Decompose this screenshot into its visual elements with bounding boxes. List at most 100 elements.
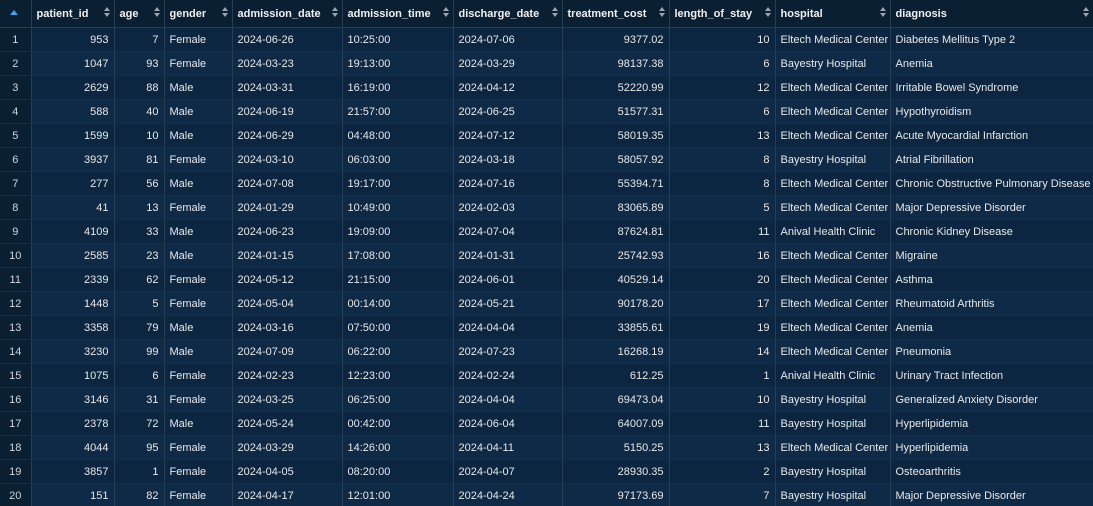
cell-gender: Male: [164, 339, 233, 364]
cell-hospital: Eltech Medical Center: [775, 123, 891, 148]
cell-gender: Male: [164, 123, 233, 148]
table-row[interactable]: 18 4044 95 Female 2024-03-29 14:26:00 2024-04-…: [0, 435, 1093, 460]
table-row[interactable]: 7 277 56 Male 2024-07-08 19:17:00 2024-07-16 55…: [0, 171, 1093, 196]
cell-treatment-cost: 90178.20: [562, 291, 670, 316]
cell-diagnosis: Rheumatoid Arthritis: [890, 291, 1093, 316]
sort-arrows-icon[interactable]: [153, 7, 160, 19]
column-header-gender[interactable]: gender: [164, 0, 233, 28]
table-row[interactable]: 20 151 82 Female 2024-04-17 12:01:00 2024-04-2…: [0, 483, 1093, 506]
column-header-admission-date[interactable]: admission_date: [232, 0, 343, 28]
table-row[interactable]: 1 953 7 Female 2024-06-26 10:25:00 2024-07-06 9…: [0, 27, 1093, 52]
cell-admission-time: 00:42:00: [342, 411, 454, 436]
table-row[interactable]: 11 2339 62 Female 2024-05-12 21:15:00 2024-06-…: [0, 267, 1093, 292]
cell-treatment-cost: 5150.25: [562, 435, 670, 460]
cell-hospital: Eltech Medical Center: [775, 171, 891, 196]
table-row[interactable]: 14 3230 99 Male 2024-07-09 06:22:00 2024-07-23…: [0, 339, 1093, 364]
cell-treatment-cost: 33855.61: [562, 315, 670, 340]
sort-arrows-icon[interactable]: [331, 7, 338, 19]
cell-hospital: Bayestry Hospital: [775, 459, 891, 484]
column-header-diagnosis[interactable]: diagnosis: [890, 0, 1093, 28]
cell-diagnosis: Migraine: [890, 243, 1093, 268]
cell-diagnosis: Pneumonia: [890, 339, 1093, 364]
table-row[interactable]: 16 3146 31 Female 2024-03-25 06:25:00 2024-04-…: [0, 387, 1093, 412]
sort-arrows-icon[interactable]: [658, 7, 665, 19]
cell-patient-id: 2339: [31, 267, 115, 292]
column-header-age[interactable]: age: [114, 0, 165, 28]
table-row[interactable]: 10 2585 23 Male 2024-01-15 17:08:00 2024-01-31…: [0, 243, 1093, 268]
cell-patient-id: 3857: [31, 459, 115, 484]
row-number: 14: [0, 339, 32, 364]
row-number: 13: [0, 315, 32, 340]
rownum-header[interactable]: [0, 0, 32, 28]
table-row[interactable]: 19 3857 1 Female 2024-04-05 08:20:00 2024-04-0…: [0, 459, 1093, 484]
column-header-length-of-stay[interactable]: length_of_stay: [669, 0, 776, 28]
table-row[interactable]: 5 1599 10 Male 2024-06-29 04:48:00 2024-07-12 5…: [0, 123, 1093, 148]
cell-length-of-stay: 11: [669, 411, 776, 436]
cell-discharge-date: 2024-07-16: [453, 171, 563, 196]
cell-age: 7: [114, 27, 165, 52]
cell-age: 56: [114, 171, 165, 196]
cell-admission-date: 2024-03-23: [232, 51, 343, 76]
cell-age: 10: [114, 123, 165, 148]
table-row[interactable]: 6 3937 81 Female 2024-03-10 06:03:00 2024-03-1…: [0, 147, 1093, 172]
table-row[interactable]: 4 588 40 Male 2024-06-19 21:57:00 2024-06-25 51…: [0, 99, 1093, 124]
cell-length-of-stay: 19: [669, 315, 776, 340]
table-row[interactable]: 3 2629 88 Male 2024-03-31 16:19:00 2024-04-12 5…: [0, 75, 1093, 100]
sort-arrows-icon[interactable]: [764, 7, 771, 19]
column-header-admission-time[interactable]: admission_time: [342, 0, 454, 28]
table-row[interactable]: 2 1047 93 Female 2024-03-23 19:13:00 2024-03-2…: [0, 51, 1093, 76]
cell-diagnosis: Chronic Kidney Disease: [890, 219, 1093, 244]
table-row[interactable]: 17 2378 72 Male 2024-05-24 00:42:00 2024-06-04…: [0, 411, 1093, 436]
cell-age: 13: [114, 195, 165, 220]
row-number: 20: [0, 483, 32, 506]
sort-arrows-icon[interactable]: [551, 7, 558, 19]
cell-length-of-stay: 6: [669, 51, 776, 76]
row-number: 18: [0, 435, 32, 460]
table-row[interactable]: 15 1075 6 Female 2024-02-23 12:23:00 2024-02-2…: [0, 363, 1093, 388]
table-row[interactable]: 13 3358 79 Male 2024-03-16 07:50:00 2024-04-04…: [0, 315, 1093, 340]
cell-admission-date: 2024-06-23: [232, 219, 343, 244]
cell-treatment-cost: 64007.09: [562, 411, 670, 436]
cell-admission-date: 2024-06-26: [232, 27, 343, 52]
cell-gender: Female: [164, 195, 233, 220]
table-row[interactable]: 9 4109 33 Male 2024-06-23 19:09:00 2024-07-04 8…: [0, 219, 1093, 244]
sort-arrows-icon[interactable]: [1082, 7, 1089, 19]
cell-diagnosis: Chronic Obstructive Pulmonary Disease: [890, 171, 1093, 196]
cell-discharge-date: 2024-04-12: [453, 75, 563, 100]
cell-admission-time: 19:13:00: [342, 51, 454, 76]
sort-arrows-icon[interactable]: [879, 7, 886, 19]
sort-arrows-icon[interactable]: [221, 7, 228, 19]
cell-treatment-cost: 69473.04: [562, 387, 670, 412]
column-header-discharge-date[interactable]: discharge_date: [453, 0, 563, 28]
column-header-treatment-cost[interactable]: treatment_cost: [562, 0, 670, 28]
column-header-patient-id[interactable]: patient_id: [31, 0, 115, 28]
cell-gender: Female: [164, 459, 233, 484]
cell-discharge-date: 2024-07-12: [453, 123, 563, 148]
cell-gender: Male: [164, 99, 233, 124]
table-row[interactable]: 8 41 13 Female 2024-01-29 10:49:00 2024-02-03 8…: [0, 195, 1093, 220]
sort-arrows-icon[interactable]: [442, 7, 449, 19]
cell-diagnosis: Osteoarthritis: [890, 459, 1093, 484]
cell-length-of-stay: 8: [669, 171, 776, 196]
cell-admission-date: 2024-05-04: [232, 291, 343, 316]
cell-age: 23: [114, 243, 165, 268]
cell-patient-id: 3937: [31, 147, 115, 172]
cell-admission-time: 04:48:00: [342, 123, 454, 148]
cell-gender: Female: [164, 147, 233, 172]
header-row: patient_id age gender admission_date adm…: [0, 0, 1093, 28]
cell-admission-time: 10:49:00: [342, 195, 454, 220]
cell-hospital: Bayestry Hospital: [775, 387, 891, 412]
column-header-hospital[interactable]: hospital: [775, 0, 891, 28]
sort-arrows-icon[interactable]: [103, 7, 110, 19]
cell-admission-date: 2024-07-08: [232, 171, 343, 196]
cell-treatment-cost: 83065.89: [562, 195, 670, 220]
column-header-label: diagnosis: [895, 7, 947, 20]
sort-ascending-icon: [10, 10, 18, 15]
cell-diagnosis: Hypothyroidism: [890, 99, 1093, 124]
cell-age: 62: [114, 267, 165, 292]
row-number: 10: [0, 243, 32, 268]
table-row[interactable]: 12 1448 5 Female 2024-05-04 00:14:00 2024-05-2…: [0, 291, 1093, 316]
cell-length-of-stay: 10: [669, 27, 776, 52]
cell-treatment-cost: 97173.69: [562, 483, 670, 506]
